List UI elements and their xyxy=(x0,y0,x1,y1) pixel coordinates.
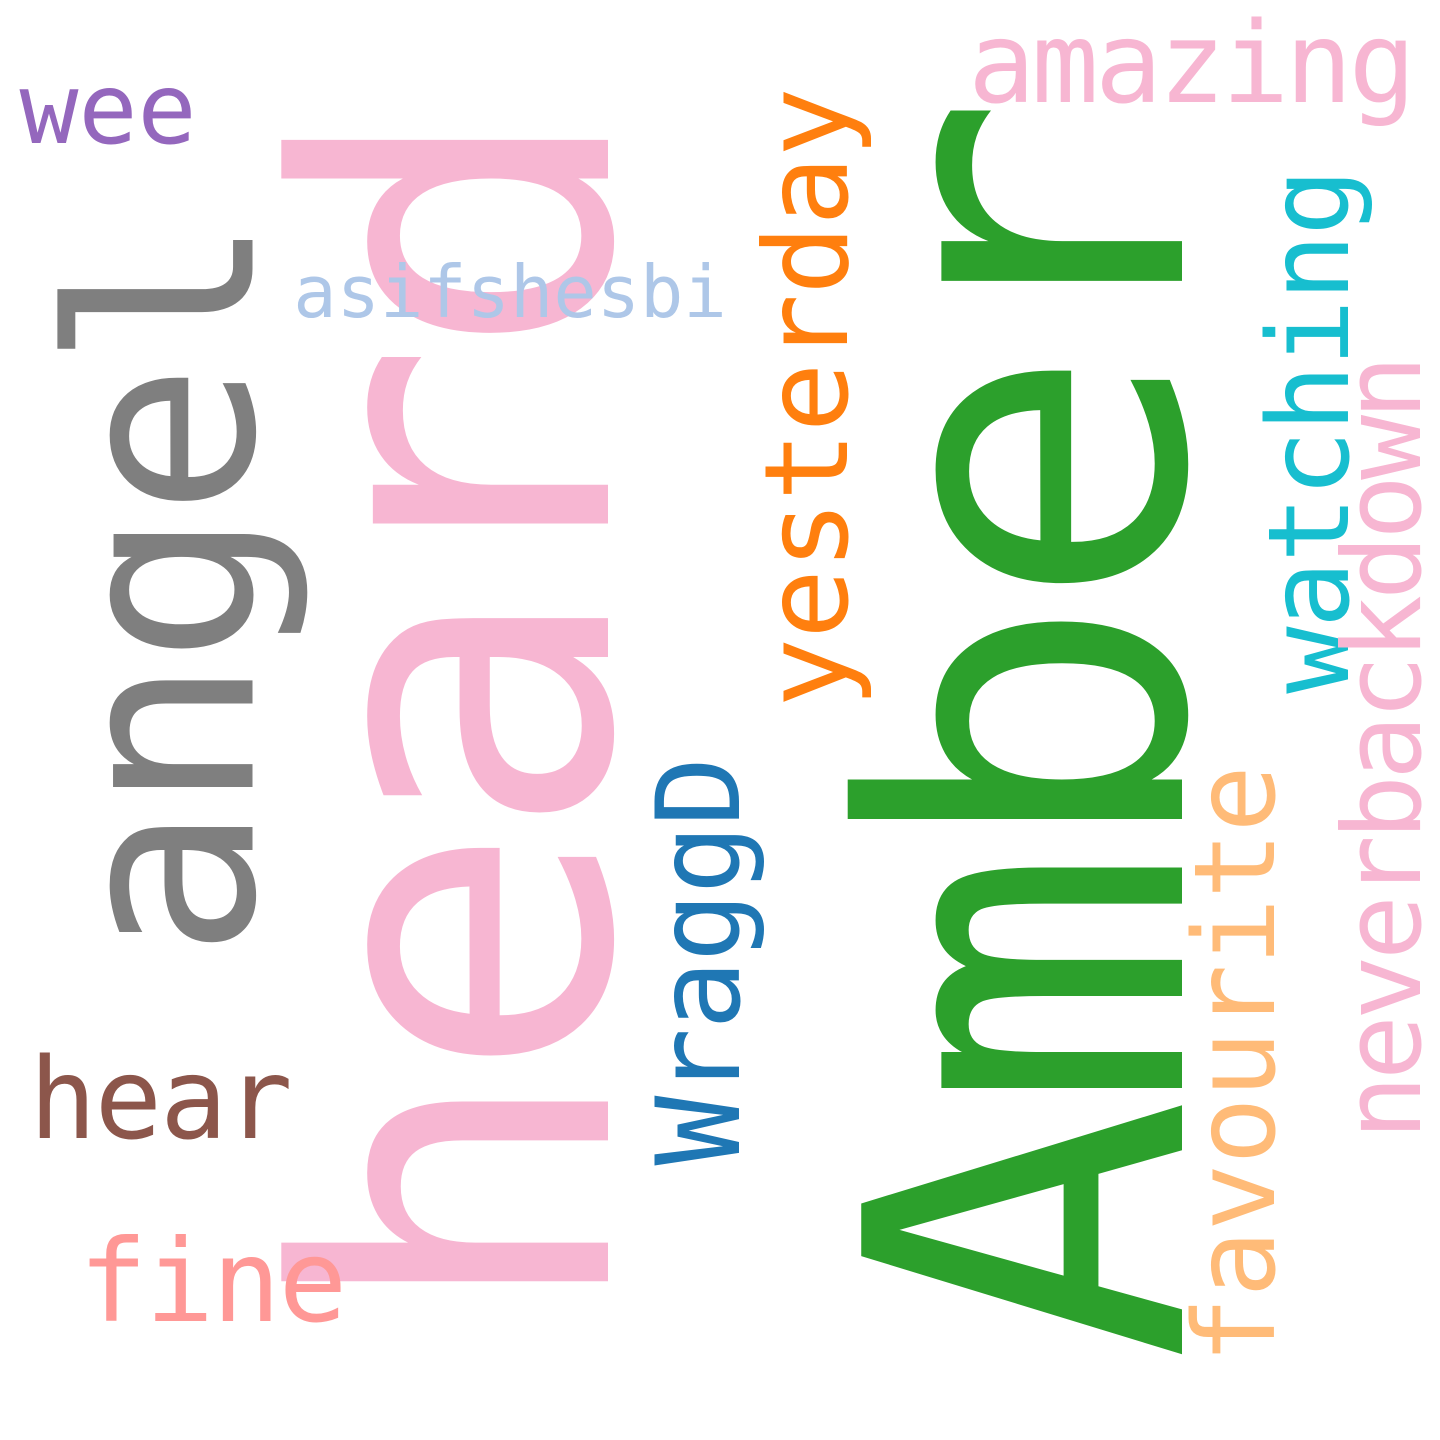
word-yesterday: yesterday xyxy=(740,88,875,708)
word-favourite: favourite xyxy=(1171,766,1301,1364)
word-asifshesbi: asifshesbi xyxy=(293,250,727,334)
word-wee: wee xyxy=(19,53,197,167)
word-fine: fine xyxy=(78,1215,348,1348)
word-amazing: amazing xyxy=(967,0,1416,129)
word-wraggd: WraggD xyxy=(632,758,767,1166)
word-hear: hear xyxy=(29,1035,293,1165)
word-angel: angel xyxy=(16,221,314,959)
word-neverbackdown: neverbackdown xyxy=(1321,359,1440,1141)
